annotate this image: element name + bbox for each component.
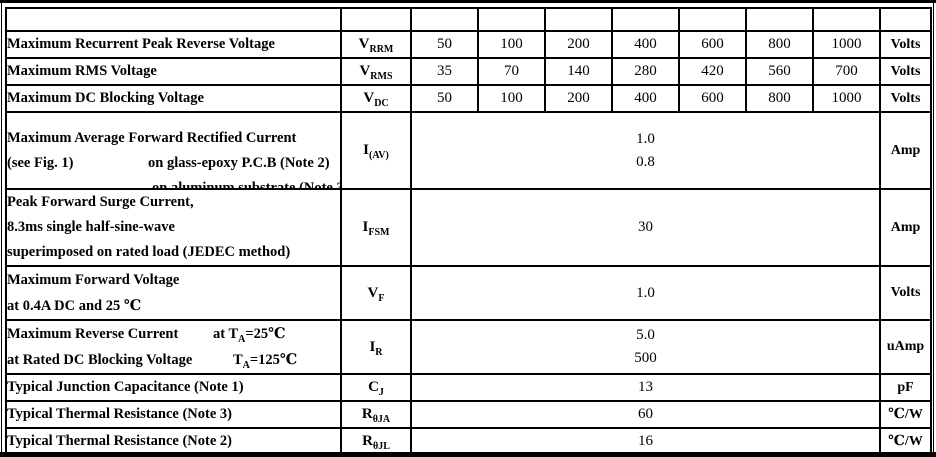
row-typical-thermal-resistance-rjl: Typical Thermal Resistance (Note 2) RθJL 1… [5,427,932,456]
symbol-cell: VRRM [340,30,412,59]
value-cell: 400 [611,30,680,59]
symbol-cell: IFSM [340,188,412,267]
spec-table: Maximum Recurrent Peak Reverse Voltage VR… [5,7,932,457]
value-cell: 800 [745,84,814,113]
page-bottom-rule [0,452,936,457]
row-max-recurrent-peak-reverse-voltage: Maximum Recurrent Peak Reverse Voltage VR… [5,30,932,59]
parameter-cell: Typical Thermal Resistance (Note 2) [5,427,342,456]
row-max-forward-voltage: Maximum Forward Voltage at 0.4A DC and 25… [5,265,932,321]
row-max-dc-blocking-voltage: Maximum DC Blocking Voltage VDC 50 100 200 40… [5,84,932,113]
parameter-cell: Maximum DC Blocking Voltage [5,84,342,113]
value-span-cell: 13 [410,373,881,402]
row-peak-forward-surge-current: Peak Forward Surge Current, 8.3ms single … [5,188,932,267]
value-cell: 600 [678,84,747,113]
header-part-mb8f [745,7,814,32]
units-cell: ℃/W [879,400,932,429]
parameter-cell: Maximum Forward Voltage at 0.4A DC and 25… [5,265,342,321]
value-cell: 35 [410,57,479,86]
value-cell: 50 [410,30,479,59]
parameter-cell: Peak Forward Surge Current, 8.3ms single … [5,188,342,267]
units-cell: ℃/W [879,427,932,456]
value-cell: 50 [410,84,479,113]
parameter-cell: Maximum RMS Voltage [5,57,342,86]
parameter-cell: Maximum Reverse Current at TA=25℃ at Rated… [5,319,342,375]
value-span-cell: 16 [410,427,881,456]
value-cell: 70 [477,57,546,86]
value-cell: 560 [745,57,814,86]
value-cell: 700 [812,57,881,86]
header-parameter-cell [5,7,342,32]
page-left-rule [1,0,2,457]
units-cell: uAmp [879,319,932,375]
parameter-cell: Maximum Average Forward Rectified Curren… [5,111,342,190]
value-cell: 100 [477,84,546,113]
value-span-cell: 1.0 0.8 [410,111,881,190]
row-max-reverse-current: Maximum Reverse Current at TA=25℃ at Rated… [5,319,932,375]
value-cell: 200 [544,30,613,59]
header-part-mb10f [812,7,881,32]
value-cell: 420 [678,57,747,86]
units-cell: Amp [879,111,932,190]
units-cell: Volts [879,30,932,59]
value-cell: 200 [544,84,613,113]
header-units-cell [879,7,932,32]
value-cell: 1000 [812,30,881,59]
symbol-cell: CJ [340,373,412,402]
symbol-cell: IR [340,319,412,375]
parameter-cell: Typical Junction Capacitance (Note 1) [5,373,342,402]
value-span-cell: 1.0 [410,265,881,321]
row-max-average-forward-rectified-current: Maximum Average Forward Rectified Curren… [5,111,932,190]
parameter-cell: Typical Thermal Resistance (Note 3) [5,400,342,429]
value-cell: 280 [611,57,680,86]
header-symbol-cell [340,7,412,32]
units-cell: Volts [879,84,932,113]
header-row [5,7,932,32]
symbol-cell: VDC [340,84,412,113]
units-cell: Volts [879,265,932,321]
header-part-mb6f [678,7,747,32]
symbol-cell: I(AV) [340,111,412,190]
header-part-mb05f [410,7,479,32]
value-cell: 1000 [812,84,881,113]
symbol-cell: RθJA [340,400,412,429]
value-span-cell: 60 [410,400,881,429]
value-cell: 100 [477,30,546,59]
page-top-rule [0,0,936,3]
symbol-cell: VF [340,265,412,321]
value-cell: 800 [745,30,814,59]
value-cell: 140 [544,57,613,86]
value-cell: 600 [678,30,747,59]
header-part-mb1f [477,7,546,32]
row-max-rms-voltage: Maximum RMS Voltage VRMS 35 70 140 280 420 560 7… [5,57,932,86]
header-part-mb2f [544,7,613,32]
spec-table-body: Maximum Recurrent Peak Reverse Voltage VR… [5,7,932,457]
symbol-cell: VRMS [340,57,412,86]
parameter-cell: Maximum Recurrent Peak Reverse Voltage [5,30,342,59]
units-cell: Amp [879,188,932,267]
units-cell: pF [879,373,932,402]
value-span-cell: 5.0 500 [410,319,881,375]
header-part-mb4f [611,7,680,32]
page-right-rule [933,0,934,457]
units-cell: Volts [879,57,932,86]
row-typical-thermal-resistance-rja: Typical Thermal Resistance (Note 3) RθJA 6… [5,400,932,429]
value-span-cell: 30 [410,188,881,267]
row-typical-junction-capacitance: Typical Junction Capacitance (Note 1) CJ 1… [5,373,932,402]
symbol-cell: RθJL [340,427,412,456]
value-cell: 400 [611,84,680,113]
